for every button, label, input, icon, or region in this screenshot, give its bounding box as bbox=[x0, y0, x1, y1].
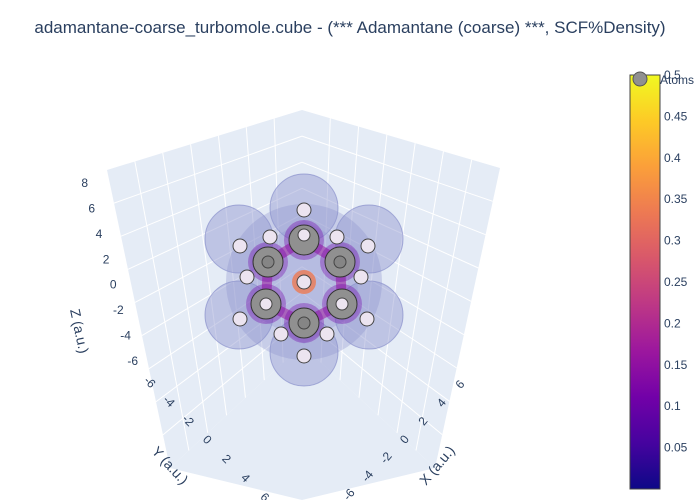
atom-marker[interactable] bbox=[333, 255, 347, 269]
x-tick-label: 6 bbox=[452, 377, 467, 391]
z-tick-label: 6 bbox=[88, 201, 95, 215]
atom-marker[interactable] bbox=[261, 255, 275, 269]
atom-marker[interactable] bbox=[335, 297, 349, 311]
hydrogen-atom[interactable] bbox=[359, 311, 375, 327]
legend[interactable]: Atoms bbox=[632, 71, 694, 87]
z-tick-label: 4 bbox=[96, 227, 103, 241]
atoms bbox=[232, 202, 376, 364]
hydrogen-atom[interactable] bbox=[360, 238, 376, 254]
colorbar-tick-label: 0.15 bbox=[664, 358, 688, 372]
hydrogen-atom[interactable] bbox=[273, 326, 289, 342]
hydrogen-atom[interactable] bbox=[239, 269, 255, 285]
z-axis-title: Z (a.u.) bbox=[67, 307, 92, 354]
hydrogen-atom[interactable] bbox=[329, 229, 345, 245]
scene-wall-right bbox=[302, 110, 500, 468]
z-tick-label: -6 bbox=[127, 354, 138, 368]
colorbar: 0.05 0.1 0.15 0.2 0.25 0.3 0.35 0.4 0.45 0.5 bbox=[629, 68, 688, 490]
legend-label: Atoms bbox=[660, 73, 694, 87]
scene-floor bbox=[170, 345, 435, 500]
z-tick-label: 0 bbox=[110, 278, 117, 292]
hydrogen-atom[interactable] bbox=[232, 238, 248, 254]
atom-marker[interactable] bbox=[259, 297, 273, 311]
hydrogen-atom[interactable] bbox=[262, 229, 278, 245]
hydrogen-atom[interactable] bbox=[319, 326, 335, 342]
hydrogen-atom[interactable] bbox=[353, 269, 369, 285]
colorbar-tick-label: 0.3 bbox=[664, 234, 681, 248]
chart-title: adamantane-coarse_turbomole.cube - (*** … bbox=[34, 18, 665, 37]
hydrogen-atom[interactable] bbox=[296, 202, 312, 218]
colorbar-tick-label: 0.1 bbox=[664, 399, 681, 413]
hydrogen-atom[interactable] bbox=[232, 311, 248, 327]
z-tick-label: -2 bbox=[113, 303, 124, 317]
z-tick-label: -4 bbox=[120, 329, 131, 343]
atom-marker[interactable] bbox=[297, 316, 311, 330]
colorbar-tick-label: 0.2 bbox=[664, 316, 681, 330]
legend-atom-icon bbox=[632, 71, 648, 87]
colorbar-tick-label: 0.05 bbox=[664, 441, 688, 455]
y-tick-label: 6 bbox=[258, 490, 273, 500]
colorbar-tick-label: 0.4 bbox=[664, 151, 681, 165]
scene-wall-left bbox=[107, 110, 302, 468]
colorbar-tick-label: 0.35 bbox=[664, 192, 688, 206]
atom-marker[interactable] bbox=[296, 274, 312, 290]
scene-box bbox=[107, 110, 500, 500]
colorbar-ticks: 0.05 0.1 0.15 0.2 0.25 0.3 0.35 0.4 0.45 0.5 bbox=[664, 68, 688, 455]
z-tick-label: 8 bbox=[81, 176, 88, 190]
colorbar-tick-label: 0.25 bbox=[664, 275, 688, 289]
colorbar-gradient bbox=[629, 74, 661, 490]
z-tick-label: 2 bbox=[103, 252, 110, 266]
atom-marker[interactable] bbox=[297, 228, 311, 242]
colorbar-tick-label: 0.5 bbox=[664, 68, 681, 82]
colorbar-tick-label: 0.45 bbox=[664, 109, 688, 123]
hydrogen-atom[interactable] bbox=[296, 348, 312, 364]
